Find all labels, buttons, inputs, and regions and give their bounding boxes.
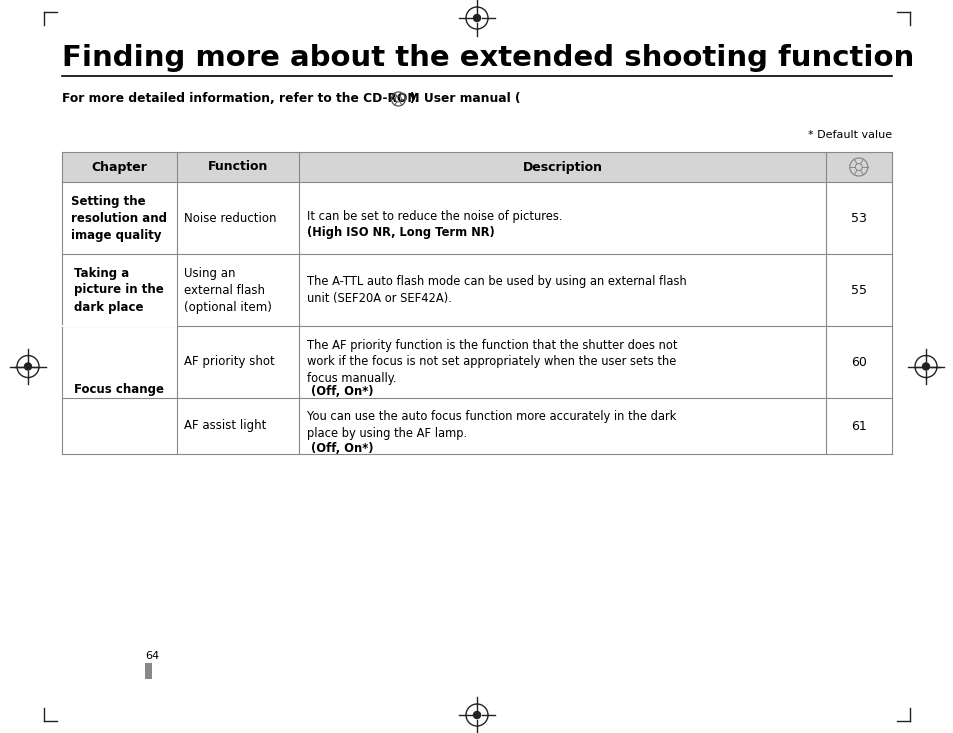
Text: 53: 53 (850, 212, 866, 224)
Text: 61: 61 (850, 419, 865, 432)
Circle shape (25, 363, 31, 370)
Text: Using an
external flash
(optional item): Using an external flash (optional item) (183, 267, 272, 314)
Bar (145, 663, 152, 679)
Text: It can be set to reduce the noise of pictures.: It can be set to reduce the noise of pic… (307, 210, 562, 224)
Text: Function: Function (208, 161, 268, 174)
Text: Description: Description (522, 161, 602, 174)
Text: The A-TTL auto flash mode can be used by using an external flash
unit (SEF20A or: The A-TTL auto flash mode can be used by… (307, 276, 686, 305)
Circle shape (473, 712, 480, 718)
Text: 64: 64 (145, 651, 159, 661)
Text: 60: 60 (850, 356, 866, 369)
Text: (High ISO NR, Long Term NR): (High ISO NR, Long Term NR) (307, 226, 495, 239)
Circle shape (922, 363, 928, 370)
Text: Focus change: Focus change (74, 383, 164, 397)
Text: 55: 55 (850, 284, 866, 297)
Text: Finding more about the extended shooting function: Finding more about the extended shooting… (62, 44, 913, 72)
Bar (62, 325, 176, 327)
Text: You can use the auto focus function more accurately in the dark
place by using t: You can use the auto focus function more… (307, 410, 676, 440)
Text: AF priority shot: AF priority shot (183, 356, 274, 369)
Text: Chapter: Chapter (91, 161, 147, 174)
Bar (62, 152, 891, 182)
Text: The AF priority function is the function that the shutter does not
work if the f: The AF priority function is the function… (307, 339, 678, 385)
Text: AF assist light: AF assist light (183, 419, 266, 432)
Text: Taking a
picture in the
dark place: Taking a picture in the dark place (74, 267, 164, 314)
Text: Setting the
resolution and
image quality: Setting the resolution and image quality (71, 194, 167, 241)
Circle shape (473, 15, 480, 21)
Text: For more detailed information, refer to the CD-ROM User manual (: For more detailed information, refer to … (62, 92, 520, 105)
Text: (Off, On*): (Off, On*) (307, 386, 374, 398)
Text: ).: ). (409, 92, 419, 105)
Text: Noise reduction: Noise reduction (183, 212, 275, 224)
Text: * Default value: * Default value (807, 130, 891, 140)
Text: (Off, On*): (Off, On*) (307, 441, 374, 454)
